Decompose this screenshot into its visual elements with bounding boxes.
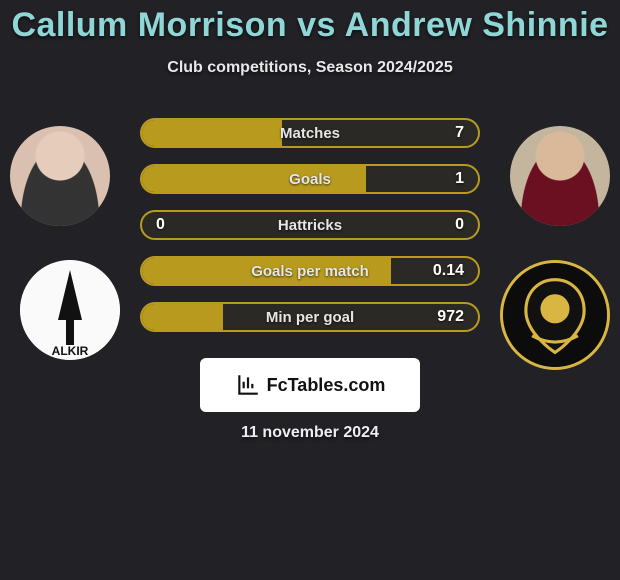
stat-row-gpm: 0.4 Goals per match 0.14	[140, 256, 480, 286]
stat-row-mpg: 307 Min per goal 972	[140, 302, 480, 332]
stat-row-matches: 5 Matches 7	[140, 118, 480, 148]
brand-badge: FcTables.com	[200, 358, 420, 412]
stats-table: 5 Matches 7 2 Goals 1 0 Hattricks 0 0.4 …	[0, 118, 620, 348]
stat-label: Min per goal	[142, 309, 478, 326]
stat-label: Goals per match	[142, 263, 478, 280]
comparison-subtitle: Club competitions, Season 2024/2025	[0, 59, 620, 77]
stat-row-hattricks: 0 Hattricks 0	[140, 210, 480, 240]
comparison-title: Callum Morrison vs Andrew Shinnie	[0, 0, 620, 45]
stat-row-goals: 2 Goals 1	[140, 164, 480, 194]
brand-name: FcTables.com	[267, 375, 386, 396]
chart-icon	[235, 372, 261, 398]
stat-label: Matches	[142, 125, 478, 142]
stat-label: Hattricks	[142, 217, 478, 234]
stat-label: Goals	[142, 171, 478, 188]
report-date: 11 november 2024	[0, 424, 620, 442]
